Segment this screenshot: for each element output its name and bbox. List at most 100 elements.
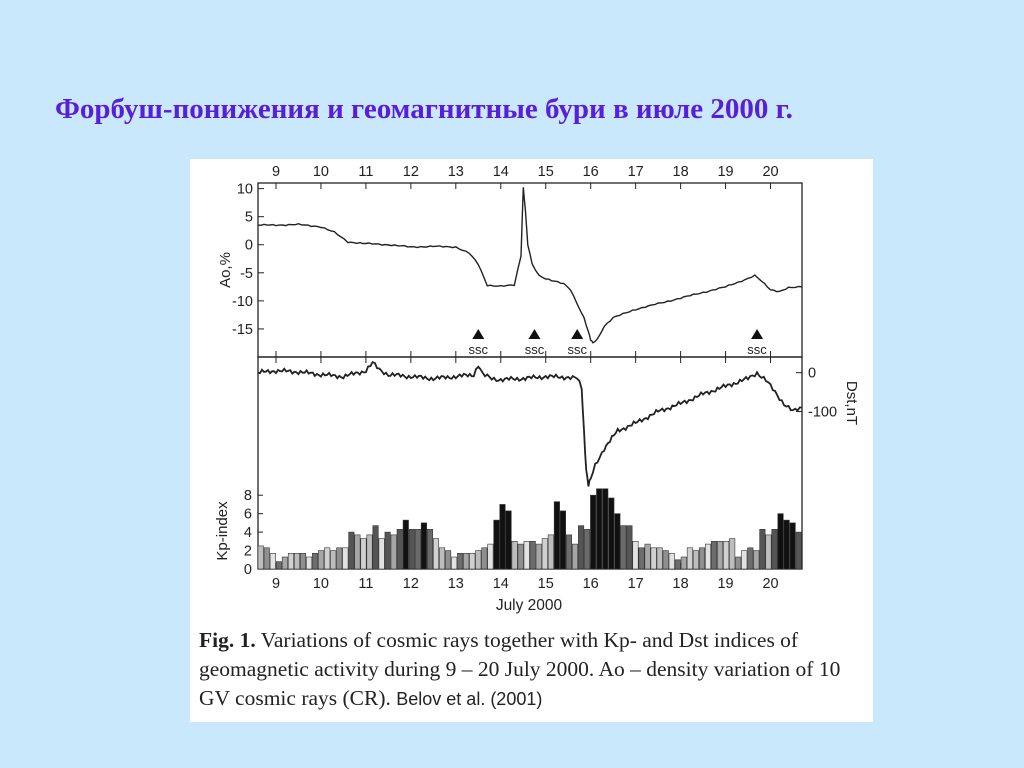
kp-bar: [674, 559, 681, 570]
kp-bar: [668, 553, 675, 570]
kp-bar: [312, 553, 319, 570]
kp-ytick-label-4: 4: [244, 525, 252, 541]
top-day-label-11: 11: [358, 164, 373, 180]
kp-bar: [650, 547, 657, 570]
top-day-label-9: 9: [272, 164, 280, 180]
kp-axis-label: Kp-index: [214, 501, 231, 561]
bottom-day-label-20: 20: [762, 576, 778, 592]
kp-bar: [572, 543, 579, 570]
dst-series: [257, 360, 803, 487]
kp-bar: [596, 488, 603, 570]
slide-title: Форбуш-понижения и геомагнитные бури в и…: [55, 93, 793, 125]
kp-bar: [318, 550, 325, 570]
top-day-label-14: 14: [493, 164, 509, 180]
kp-bar: [559, 510, 566, 570]
top-day-label-18: 18: [673, 164, 689, 180]
top-day-label-10: 10: [313, 164, 329, 180]
ssc-label-3: ssc: [747, 342, 767, 357]
ao-panel-frame: [257, 182, 803, 358]
kp-bar: [529, 541, 536, 570]
kp-bar: [469, 553, 476, 570]
top-day-label-13: 13: [448, 164, 464, 180]
kp-bar: [662, 550, 669, 570]
kp-tick-labels: 8 6 4 2 0: [244, 488, 252, 578]
top-day-label-17: 17: [628, 164, 644, 180]
kp-bar: [735, 556, 742, 570]
ao-tick-labels: 10 5 0 -5 -10 -15: [232, 182, 253, 338]
kp-bar: [384, 531, 391, 570]
kp-bar: [293, 553, 301, 570]
bottom-day-label-17: 17: [628, 576, 644, 592]
kp-ytick-label-8: 8: [244, 488, 252, 504]
kp-bar: [565, 534, 573, 570]
kp-bar: [614, 513, 621, 570]
kp-bar: [692, 550, 699, 570]
kp-bar: [620, 525, 627, 570]
ao-series: [257, 187, 803, 344]
top-day-label-15: 15: [538, 164, 554, 180]
kp-bar: [330, 550, 337, 570]
kp-bar: [420, 522, 427, 570]
kp-bar: [517, 543, 524, 570]
kp-bar: [777, 513, 784, 570]
ssc-markers: ssc ssc ssc ssc: [469, 329, 767, 357]
kp-bar: [523, 541, 530, 570]
kp-ytick-label-6: 6: [244, 507, 252, 523]
kp-bar: [475, 550, 482, 570]
dst-axis-label: Dst,nT: [843, 381, 860, 425]
kp-bar: [432, 538, 440, 570]
ao-ytick-label--10: -10: [232, 294, 253, 310]
kp-bar: [493, 519, 500, 570]
kp-bar: [789, 522, 796, 570]
ao-ytick-label-10: 10: [237, 182, 253, 198]
kp-bar: [275, 561, 282, 570]
kp-bar: [402, 519, 409, 570]
ssc-label-0: ssc: [469, 342, 489, 357]
kp-bar: [281, 556, 288, 570]
kp-bar: [414, 529, 421, 570]
kp-bar: [257, 545, 264, 570]
dst-ytick-label-0: 0: [808, 366, 816, 382]
kp-bar: [704, 543, 712, 570]
kp-bar: [638, 547, 645, 570]
kp-bar: [445, 550, 452, 570]
kp-bar: [729, 538, 736, 570]
kp-bar: [741, 550, 748, 570]
kp-bar: [463, 553, 470, 570]
kp-bar: [378, 538, 385, 570]
ao-ytick-label-5: 5: [245, 210, 253, 226]
ssc-label-2: ssc: [567, 342, 587, 357]
figure-card: 9 10 11 12 13 14 15 16 17 18 19 20 9 10 11 12 13 14 15 16 1…: [190, 159, 873, 722]
kp-bar: [372, 525, 379, 570]
kp-bar: [360, 538, 367, 570]
bottom-day-label-10: 10: [313, 576, 329, 592]
kp-bar: [717, 541, 724, 570]
bottom-day-label-19: 19: [717, 576, 733, 592]
kp-bar: [680, 556, 687, 570]
kp-bar: [535, 543, 542, 570]
kp-bar: [795, 531, 802, 570]
kp-bar: [481, 547, 488, 570]
top-day-label-16: 16: [583, 164, 599, 180]
kp-bar: [602, 488, 609, 570]
top-day-label-20: 20: [762, 164, 778, 180]
kp-bar: [342, 547, 349, 570]
ao-line: [257, 187, 803, 344]
cosmic-ray-figure: 9 10 11 12 13 14 15 16 17 18 19 20 9 10 11 12 13 14 15 16 1…: [214, 164, 860, 614]
dst-ytick-label--100: -100: [808, 404, 837, 420]
kp-bar: [439, 547, 446, 570]
ao-ytick-label-0: 0: [245, 238, 253, 254]
caption-credit: Belov et al. (2001): [396, 689, 543, 709]
ssc-arrow-1: [528, 329, 541, 339]
kp-bar: [348, 531, 355, 570]
kp-bar: [608, 497, 615, 570]
kp-bar: [306, 556, 313, 570]
bottom-day-labels: 9 10 11 12 13 14 15 16 17 18 19 20: [272, 576, 779, 592]
kp-bar: [390, 534, 397, 570]
bottom-day-label-14: 14: [493, 576, 509, 592]
bottom-day-label-15: 15: [538, 576, 554, 592]
bottom-day-label-18: 18: [673, 576, 689, 592]
ssc-label-1: ssc: [525, 342, 545, 357]
kp-bar: [759, 529, 766, 570]
kp-bar: [263, 547, 270, 570]
